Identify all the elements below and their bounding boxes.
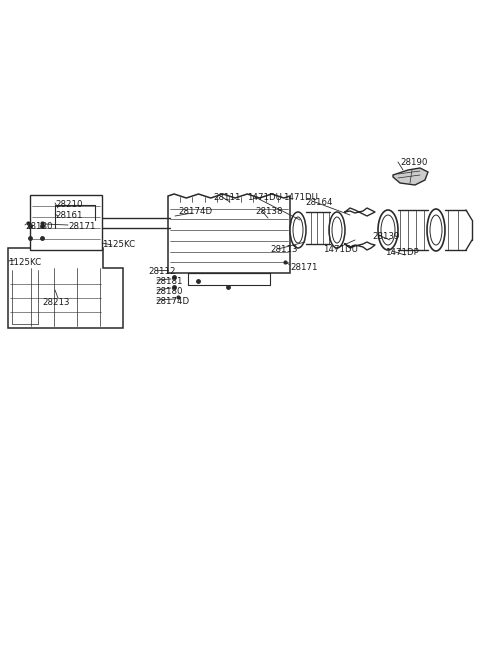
Ellipse shape (427, 209, 445, 251)
Text: 1471DU: 1471DU (283, 193, 318, 202)
Text: 1471DU: 1471DU (323, 245, 358, 254)
Ellipse shape (378, 210, 398, 250)
Text: 28164: 28164 (305, 198, 333, 207)
Text: 1471DU: 1471DU (247, 193, 282, 202)
Text: 28111: 28111 (213, 193, 240, 202)
Text: 1125KC: 1125KC (8, 258, 41, 267)
Text: 1125KC: 1125KC (102, 240, 135, 249)
Text: 28112: 28112 (148, 267, 176, 276)
Text: 1471DP: 1471DP (385, 248, 419, 257)
Polygon shape (393, 168, 428, 185)
Text: 28171: 28171 (68, 222, 96, 231)
Text: 28180: 28180 (155, 287, 182, 296)
Text: 28171: 28171 (290, 263, 317, 272)
Text: 28181: 28181 (155, 277, 182, 286)
Text: 28213: 28213 (42, 298, 70, 307)
Text: 28210: 28210 (55, 200, 83, 209)
Ellipse shape (329, 212, 345, 248)
Ellipse shape (290, 212, 306, 248)
Text: 28180: 28180 (25, 222, 52, 231)
Polygon shape (168, 194, 290, 273)
Ellipse shape (332, 217, 342, 243)
Ellipse shape (381, 215, 395, 245)
Text: 28174D: 28174D (155, 297, 189, 306)
Text: 28113: 28113 (270, 245, 298, 254)
Polygon shape (30, 195, 102, 250)
Polygon shape (8, 248, 123, 328)
Text: 28161: 28161 (55, 211, 83, 220)
Ellipse shape (293, 217, 303, 243)
Text: 28139: 28139 (372, 232, 399, 241)
Ellipse shape (430, 215, 442, 245)
Text: 28138: 28138 (255, 207, 283, 216)
Text: 28174D: 28174D (178, 207, 212, 216)
Text: 28190: 28190 (400, 158, 427, 167)
